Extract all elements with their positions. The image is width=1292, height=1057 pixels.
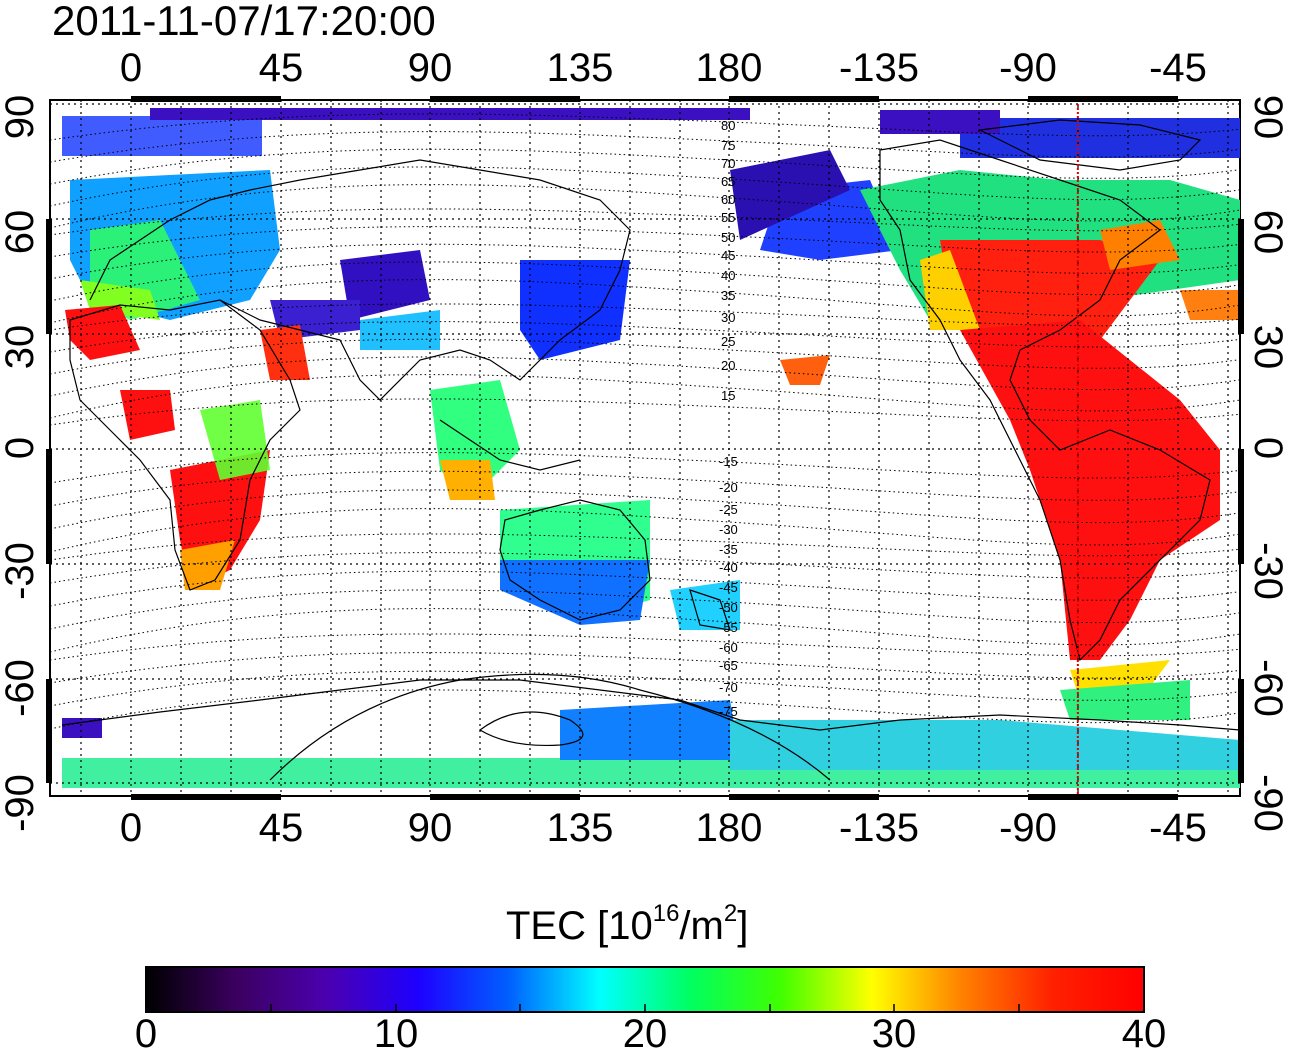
bottom-lon-tick-m45: -45	[1149, 806, 1207, 850]
contour-line	[50, 633, 1240, 661]
contour-label: -15	[719, 454, 738, 469]
bottom-lon-tick-135: 135	[546, 806, 614, 850]
contour-line	[50, 508, 1240, 553]
colorbar-tick-label: 20	[622, 1012, 668, 1056]
contour-line	[50, 652, 1240, 684]
contour-label: -70	[719, 680, 738, 695]
contour-label: -30	[719, 522, 738, 537]
contour-label: -60	[719, 640, 738, 655]
contour-label: -55	[719, 620, 738, 635]
contour-line	[50, 608, 1240, 653]
contour-label: -25	[719, 502, 738, 517]
contour-label: 60	[721, 192, 735, 207]
contour-label: -65	[719, 658, 738, 673]
contour-label: 15	[721, 388, 735, 403]
contour-label: 70	[721, 156, 735, 171]
contour-label: -35	[719, 542, 738, 557]
contour-line	[50, 279, 1240, 324]
contour-line	[50, 552, 1240, 584]
top-lon-tick-135: 135	[546, 46, 614, 90]
colorbar-title: TEC [1016/m2]	[506, 900, 749, 949]
coastlines	[61, 119, 1240, 781]
contour-label: 75	[721, 138, 735, 153]
contour-label: 25	[721, 334, 735, 349]
contour-line	[50, 374, 1240, 419]
contour-labels: 80 75 70 65 60 55 50 45 40 35 30 25 20 1…	[719, 118, 738, 719]
top-lon-tick-45: 45	[258, 46, 304, 90]
bottom-lon-tick-180: 180	[695, 806, 763, 850]
colorbar-tick-label: 40	[1121, 1012, 1167, 1056]
contour-line	[50, 398, 1240, 426]
contour-label: 55	[721, 210, 735, 225]
top-lon-tick-m135: -135	[838, 46, 920, 90]
top-lon-tick-m90: -90	[999, 46, 1057, 90]
contour-line	[50, 321, 1240, 353]
tec-patches	[62, 108, 1240, 788]
contour-line	[50, 113, 1240, 141]
contour-label: 80	[721, 118, 735, 133]
top-lon-tick-90: 90	[407, 46, 453, 90]
contour-label: -45	[719, 580, 738, 595]
top-lon-tick-180: 180	[695, 46, 763, 90]
magnetic-contours	[50, 113, 1240, 730]
contour-label: 65	[721, 174, 735, 189]
contour-line	[50, 184, 1240, 229]
top-lon-tick-0: 0	[119, 46, 143, 90]
contour-label: 45	[721, 248, 735, 263]
contour-line	[50, 226, 1240, 258]
contour-label: 35	[721, 288, 735, 303]
bottom-lon-tick-0: 0	[119, 806, 143, 850]
map-timestamp: 2011-11-07/17:20:00	[52, 0, 436, 44]
bottom-lon-tick-m135: -135	[838, 806, 920, 850]
contour-label: 20	[721, 358, 735, 373]
bottom-lon-tick-90: 90	[407, 806, 453, 850]
contour-line	[50, 303, 1240, 331]
colorbar-ticks	[145, 1004, 1145, 1012]
contour-label: 30	[721, 310, 735, 325]
contour-line	[50, 131, 1240, 163]
contour-label: 50	[721, 230, 735, 245]
contour-label: -50	[719, 600, 738, 615]
frame-tick-bars	[46, 96, 1244, 800]
contour-label: -20	[719, 480, 738, 495]
contour-line	[50, 533, 1240, 561]
colorbar-tick-label: 0	[134, 1012, 158, 1056]
bottom-lon-tick-m90: -90	[999, 806, 1057, 850]
contour-label: -75	[719, 704, 738, 719]
colorbar-tick-label: 10	[373, 1012, 419, 1056]
contour-label: 40	[721, 268, 735, 283]
colorbar-tick-label: 30	[871, 1012, 917, 1056]
bottom-lon-tick-45: 45	[258, 806, 304, 850]
contour-line	[50, 208, 1240, 236]
contour-label: -40	[719, 560, 738, 575]
top-lon-tick-m45: -45	[1149, 46, 1207, 90]
